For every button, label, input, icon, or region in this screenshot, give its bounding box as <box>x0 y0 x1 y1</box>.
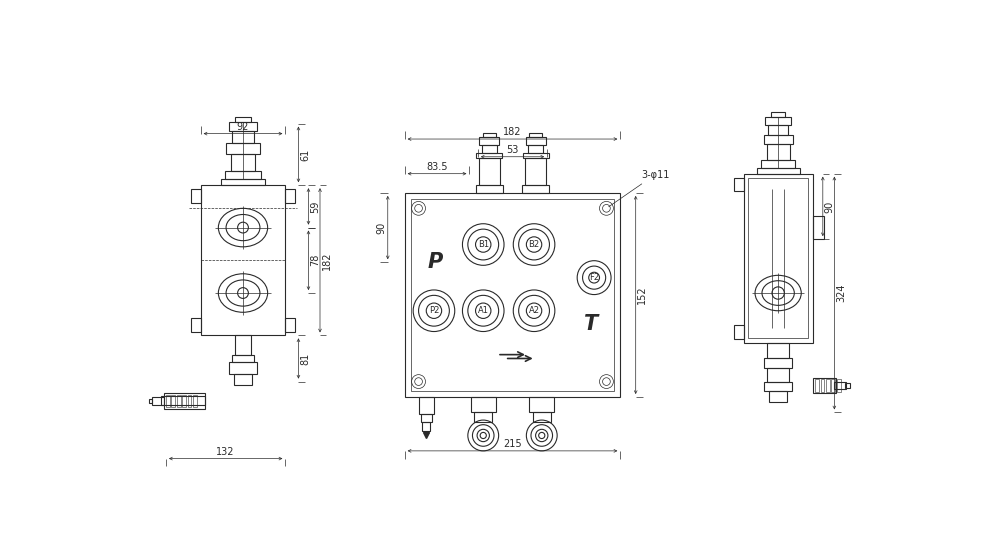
Bar <box>744 173 813 343</box>
Bar <box>826 379 830 391</box>
Bar <box>764 135 793 144</box>
Bar <box>734 177 744 192</box>
Bar <box>837 379 841 391</box>
Bar <box>529 133 542 137</box>
Bar <box>191 189 201 203</box>
Bar <box>235 117 251 122</box>
Bar <box>522 185 549 193</box>
Bar <box>422 422 430 431</box>
Bar <box>769 391 787 402</box>
Bar <box>765 117 791 125</box>
Text: 3-φ11: 3-φ11 <box>609 170 669 207</box>
Bar <box>471 397 496 412</box>
Bar <box>235 335 251 355</box>
Text: 90: 90 <box>824 200 834 212</box>
Bar <box>767 343 789 358</box>
Bar <box>171 395 175 407</box>
Bar <box>191 318 201 332</box>
Text: 78: 78 <box>310 254 320 266</box>
Bar <box>225 171 261 179</box>
Text: P2: P2 <box>429 306 439 315</box>
Bar <box>229 362 257 374</box>
Text: 215: 215 <box>503 439 522 449</box>
Bar <box>234 374 252 385</box>
Bar <box>164 393 205 408</box>
Text: 90: 90 <box>376 221 386 234</box>
Text: B1: B1 <box>478 240 489 249</box>
Bar <box>182 395 186 407</box>
Text: 92: 92 <box>237 122 249 132</box>
Bar <box>232 131 254 143</box>
Bar <box>845 383 850 388</box>
Bar <box>815 379 819 391</box>
Text: B2: B2 <box>528 240 540 249</box>
Bar <box>761 160 795 167</box>
Bar <box>768 125 788 135</box>
Bar <box>226 143 260 154</box>
Bar <box>476 185 503 193</box>
Text: 182: 182 <box>322 251 332 270</box>
Text: P: P <box>428 252 443 272</box>
Bar <box>221 179 265 185</box>
Bar <box>285 318 295 332</box>
Bar <box>813 216 824 239</box>
Bar <box>232 355 254 362</box>
Text: 152: 152 <box>637 285 647 304</box>
Bar <box>764 358 792 368</box>
Bar <box>767 144 790 160</box>
Text: F2: F2 <box>589 273 599 282</box>
Text: A1: A1 <box>478 306 489 315</box>
Bar <box>813 378 836 393</box>
Bar <box>231 154 255 171</box>
Bar <box>734 326 744 339</box>
Bar <box>831 379 835 391</box>
Bar <box>177 395 181 407</box>
Bar <box>193 395 197 407</box>
Text: 59: 59 <box>310 200 320 212</box>
Text: T: T <box>584 314 598 334</box>
Bar <box>757 167 800 173</box>
Bar <box>526 137 546 145</box>
Bar <box>525 158 546 185</box>
Bar <box>149 399 152 403</box>
Bar <box>166 395 170 407</box>
Bar <box>820 379 824 391</box>
Bar <box>421 414 432 422</box>
Bar <box>533 412 551 422</box>
Bar <box>474 412 492 422</box>
Bar <box>482 145 497 153</box>
Bar <box>528 145 543 153</box>
Bar <box>229 122 257 131</box>
Bar <box>764 382 792 391</box>
Text: 53: 53 <box>506 145 519 155</box>
Bar <box>767 368 789 382</box>
Bar <box>529 397 554 412</box>
Bar <box>483 133 496 137</box>
Bar <box>748 178 808 339</box>
Bar <box>285 189 295 203</box>
Bar <box>476 153 502 158</box>
Text: 81: 81 <box>300 352 310 365</box>
Bar <box>161 396 205 406</box>
Text: 324: 324 <box>836 284 846 302</box>
Bar <box>419 397 434 414</box>
Bar <box>834 382 846 389</box>
Bar <box>411 199 614 391</box>
Bar <box>188 395 191 407</box>
Bar <box>152 397 164 405</box>
Bar <box>479 137 499 145</box>
Text: 61: 61 <box>300 148 310 160</box>
Text: 132: 132 <box>216 447 235 457</box>
Bar <box>771 112 785 117</box>
Bar <box>405 193 620 397</box>
Text: 83.5: 83.5 <box>426 162 448 172</box>
Bar <box>479 158 500 185</box>
Bar <box>201 185 285 335</box>
Text: 182: 182 <box>503 127 522 137</box>
Text: A2: A2 <box>529 306 540 315</box>
Bar <box>523 153 549 158</box>
